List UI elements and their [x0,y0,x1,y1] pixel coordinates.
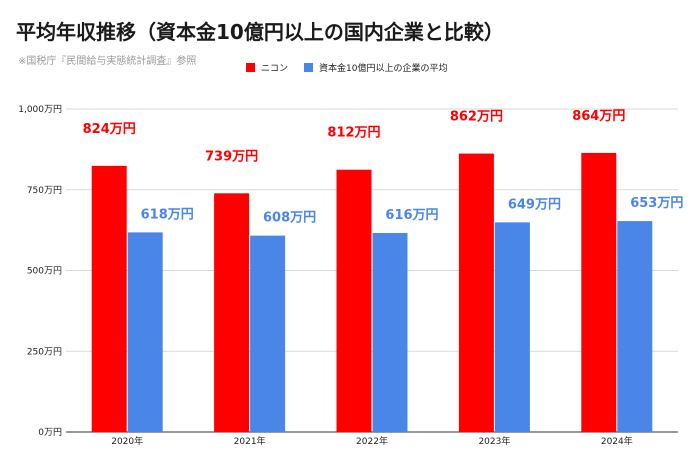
data-label-average: 653万円 [630,196,683,211]
bar-nikon [91,165,127,432]
legend-swatch-nikon [246,63,255,72]
bar-nikon [336,169,372,432]
data-label-average: 616万円 [385,208,438,223]
x-tick-label: 2021年 [234,435,266,447]
data-label-average: 618万円 [141,207,194,222]
chart-subtitle: ※国税庁『民間給与実態統計調査』参照 [18,56,197,67]
y-tick-label: 750万円 [27,185,62,196]
bar-average [250,235,286,432]
y-tick-label: 1,000万円 [18,104,62,115]
bar-average [494,222,530,432]
bar-nikon [458,153,494,432]
legend-item-average: 資本金10億円以上の企業の平均 [304,61,447,74]
data-label-nikon: 824万円 [83,122,136,137]
data-label-nikon: 862万円 [450,110,503,125]
data-label-nikon: 812万円 [327,126,380,141]
data-label-nikon: 739万円 [205,149,258,164]
y-tick-label: 0万円 [38,427,62,438]
x-tick-label: 2020年 [111,435,143,447]
bar-nikon [214,193,250,432]
x-tick-label: 2022年 [356,435,388,447]
bar-average [127,232,163,432]
data-label-average: 608万円 [263,211,316,226]
legend-item-nikon: ニコン [246,61,288,74]
legend-label-nikon: ニコン [261,64,289,74]
data-label-nikon: 864万円 [572,109,625,124]
legend-swatch-average [304,63,314,72]
legend-label-average: 資本金10億円以上の企業の平均 [319,64,448,74]
y-tick-label: 500万円 [27,266,62,277]
chart-legend: ニコン 資本金10億円以上の企業の平均 [246,61,463,74]
bar-nikon [581,152,617,433]
x-tick-label: 2023年 [478,435,510,447]
bar-average [372,233,408,432]
y-tick-label: 250万円 [27,346,62,357]
data-label-average: 649万円 [508,197,561,212]
x-tick-label: 2024年 [601,435,633,447]
chart-title: 平均年収推移（資本金10億円以上の国内企業と比較） [16,20,504,44]
bar-average [617,221,653,432]
